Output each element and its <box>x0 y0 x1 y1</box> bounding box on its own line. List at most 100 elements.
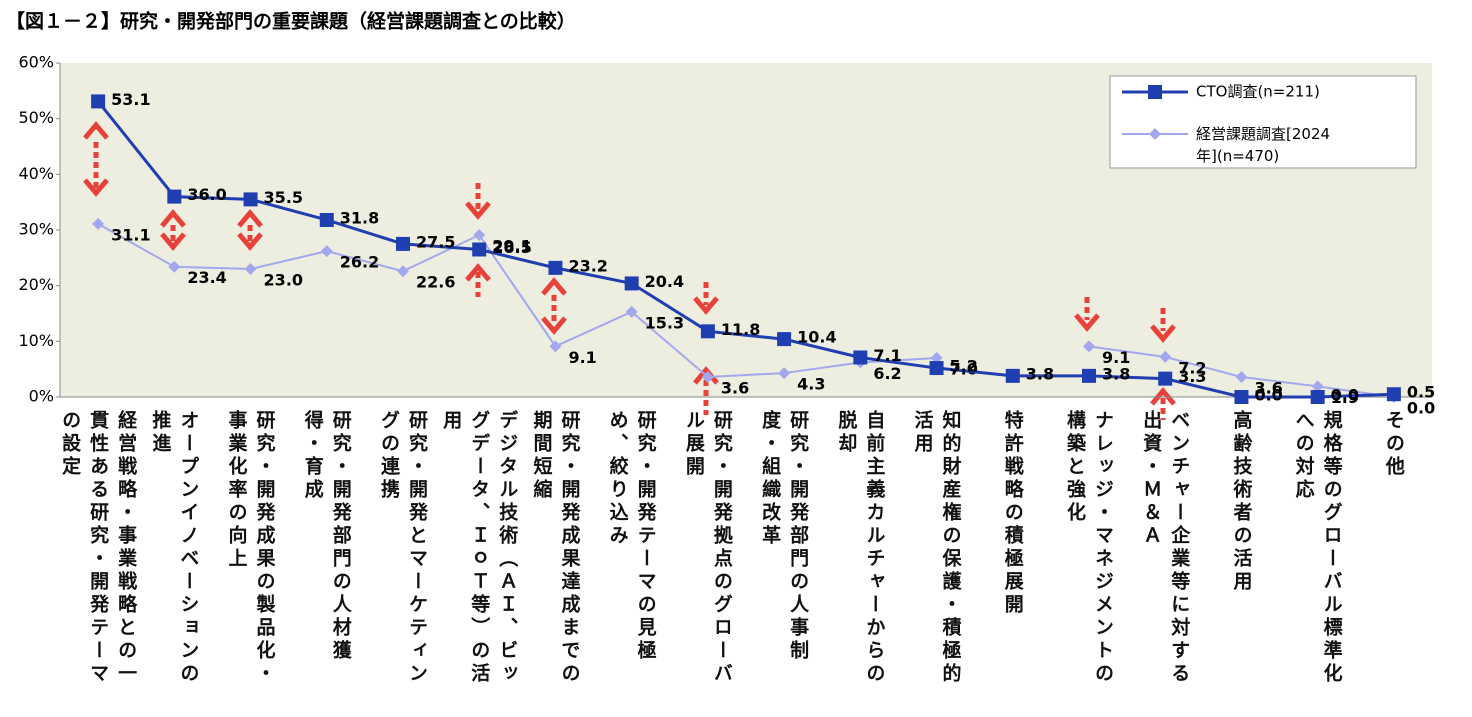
data-label: 10.4 <box>797 328 836 347</box>
point <box>397 265 409 278</box>
legend-marker <box>1149 128 1161 140</box>
data-label: 36.0 <box>187 185 226 204</box>
y-tick-label: 0% <box>29 387 54 406</box>
point <box>700 324 715 339</box>
data-label: 31.8 <box>340 208 379 227</box>
x-tick-label: 特許戦略の積極展開 <box>1001 410 1024 617</box>
point <box>853 350 868 365</box>
legend-label-part: 経営課題調査[2024 <box>1196 125 1330 143</box>
data-label: 35.5 <box>264 188 303 207</box>
data-label: 9.1 <box>568 348 596 367</box>
point <box>1082 368 1096 383</box>
point <box>319 212 334 227</box>
series-line <box>96 100 1394 399</box>
data-label: 23.0 <box>264 270 303 289</box>
data-label: 3.8 <box>1026 364 1054 383</box>
point <box>167 189 182 204</box>
x-tick-label: 知的財産権の保護・積極的活用 <box>911 410 962 686</box>
data-label: 31.1 <box>111 225 150 244</box>
data-label: 4.3 <box>797 375 825 394</box>
x-tick-label: ベンチャー企業等に対する出資・Ｍ＆Ａ <box>1140 410 1191 686</box>
data-label: 53.1 <box>111 90 150 109</box>
x-tick-label: その他 <box>1382 410 1405 479</box>
point <box>778 367 791 380</box>
data-label: 7.2 <box>1178 358 1206 377</box>
point <box>396 236 410 251</box>
data-label: 11.8 <box>721 320 760 339</box>
x-tick-label: 高齢技術者の活用 <box>1230 410 1253 594</box>
data-label: 3.3 <box>1178 367 1206 386</box>
point <box>1158 371 1173 386</box>
y-tick-label: 10% <box>18 331 54 350</box>
point <box>473 229 486 242</box>
x-tick-label: オープンイノベーションの推進 <box>149 410 200 686</box>
point <box>701 370 714 383</box>
data-label: 29.1 <box>492 237 531 256</box>
data-label: 0.0 <box>1254 386 1282 405</box>
point <box>1083 340 1095 353</box>
y-tick-label: 40% <box>18 164 54 183</box>
data-label: 26.2 <box>340 253 379 272</box>
point <box>91 94 106 109</box>
point <box>244 262 257 275</box>
data-label: 9.1 <box>1102 348 1130 367</box>
point <box>1386 387 1401 402</box>
x-tick-label: 研究・開発とマーケティングの連携 <box>378 410 428 686</box>
point <box>168 260 181 273</box>
x-tick-label: 研究・開発テーマの見極め、絞り込み <box>606 410 657 663</box>
data-label: 27.5 <box>416 232 455 251</box>
x-tick-label: 規格等のグローバル標準化への対応 <box>1292 410 1343 686</box>
point <box>92 217 105 230</box>
legend-marker <box>1148 85 1162 99</box>
x-tick-label: 自前主義カルチャーからの脱却 <box>835 410 886 686</box>
data-label: 7.1 <box>873 346 901 365</box>
legend-label: CTO調査(n=211) <box>1196 83 1320 101</box>
data-label: 23.2 <box>568 256 607 275</box>
data-label: 23.4 <box>187 268 226 287</box>
point <box>1005 368 1020 383</box>
x-tick-label: デジタル技術（ＡＩ、ビッグデータ、ＩｏＴ等）の活用 <box>440 410 519 686</box>
y-tick-label: 30% <box>18 220 54 239</box>
point <box>320 245 333 258</box>
point <box>1235 370 1248 383</box>
data-label: 15.3 <box>645 313 684 332</box>
y-tick-label: 60% <box>18 53 54 72</box>
data-label: 20.4 <box>645 272 684 291</box>
annotations <box>83 121 1176 420</box>
point <box>1310 390 1325 404</box>
data-label: 0.0 <box>1331 386 1359 405</box>
point <box>624 276 639 291</box>
data-label: 0.0 <box>1407 399 1435 418</box>
point <box>625 305 638 318</box>
x-tick-label: 研究・開発部門の人事制度・組織改革 <box>759 410 810 663</box>
data-label: 6.2 <box>873 364 901 383</box>
point <box>243 192 258 207</box>
data-label: 26.5 <box>492 238 531 257</box>
point <box>1311 380 1324 393</box>
point <box>472 242 487 257</box>
chart-title: 【図１－２】研究・開発部門の重要課題（経営課題調査との比較） <box>6 10 576 33</box>
point <box>777 332 792 347</box>
data-label: 5.2 <box>950 357 978 376</box>
point <box>549 340 562 353</box>
data-label: 3.6 <box>721 378 749 397</box>
data-label: 3.8 <box>1102 364 1130 383</box>
point <box>1234 390 1249 404</box>
x-tick-label: 研究・開発成果の製品化・事業化率の向上 <box>225 410 276 686</box>
x-tick-label: 研究・開発成果達成までの期間短縮 <box>530 410 581 686</box>
legend-label: 経営課題調査[2024 年](n=470) <box>1196 125 1330 165</box>
data-label: 7.0 <box>950 360 978 379</box>
legend-label-part: 年](n=470) <box>1196 147 1279 165</box>
data-label: 22.6 <box>416 273 455 292</box>
point <box>930 352 943 365</box>
point <box>929 361 944 376</box>
x-tick-label: 研究・開発拠点のグローバル展開 <box>682 410 733 686</box>
x-tick-label: 研究・開発部門の人材獲得・育成 <box>301 410 352 663</box>
y-tick-label: 50% <box>18 108 54 127</box>
data-label: 3.6 <box>1254 378 1282 397</box>
x-tick-label: 経営戦略・事業戦略との一貫性ある研究・開発テーマの設定 <box>59 410 138 686</box>
point <box>1159 350 1172 363</box>
point <box>548 260 563 275</box>
